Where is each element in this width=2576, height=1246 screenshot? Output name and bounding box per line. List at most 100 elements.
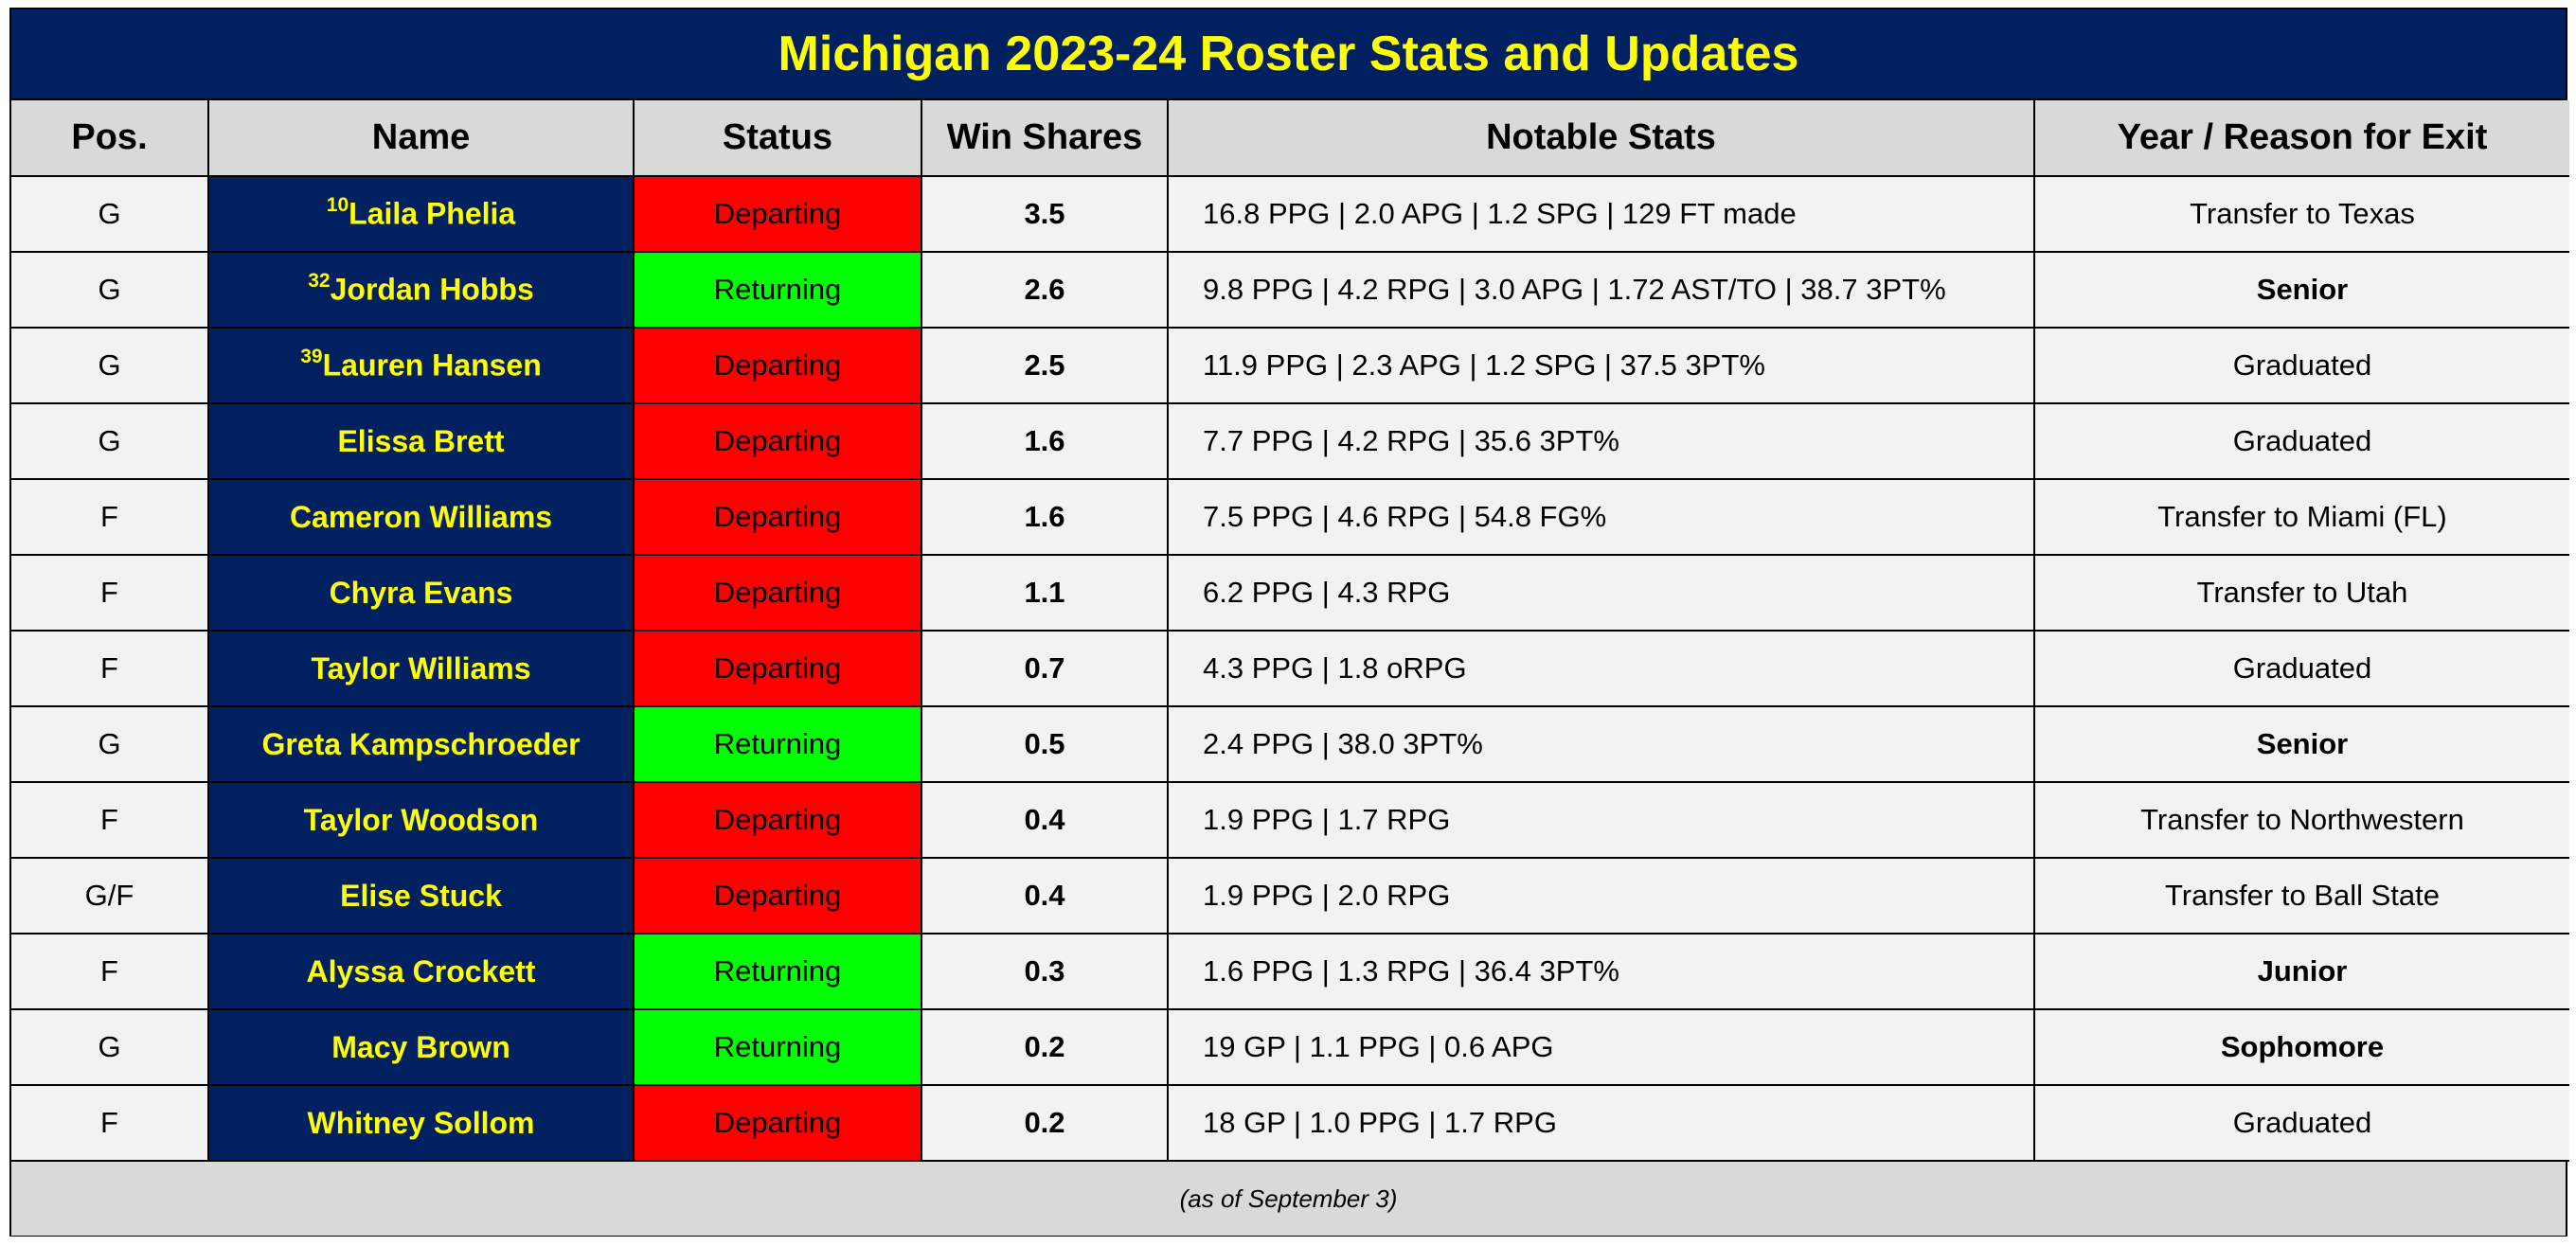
player-name-cell: Elise Stuck	[207, 857, 635, 934]
jersey-number: 32	[308, 270, 331, 293]
player-name-cell: Greta Kampschroeder	[207, 705, 635, 783]
notable-stats-cell: 7.5 PPG | 4.6 RPG | 54.8 FG%	[1167, 478, 2035, 556]
year-reason-cell: Sophomore	[2033, 1008, 2569, 1086]
win-shares-cell: 0.2	[921, 1084, 1169, 1162]
position-cell: G	[11, 327, 209, 404]
notable-stats-cell: 19 GP | 1.1 PPG | 0.6 APG	[1167, 1008, 2035, 1086]
year-reason-cell: Senior	[2033, 705, 2569, 783]
player-name: Elise Stuck	[340, 878, 502, 913]
year-reason-cell: Graduated	[2033, 630, 2569, 707]
player-name: Taylor Woodson	[303, 802, 539, 837]
jersey-number: 10	[326, 194, 349, 217]
status-badge: Returning	[633, 1008, 922, 1086]
position-cell: F	[11, 478, 209, 556]
player-name-cell: 10Laila Phelia	[207, 175, 635, 253]
win-shares-cell: 0.3	[921, 933, 1169, 1010]
notable-stats-cell: 18 GP | 1.0 PPG | 1.7 RPG	[1167, 1084, 2035, 1162]
win-shares-cell: 0.4	[921, 857, 1169, 934]
win-shares-cell: 1.6	[921, 478, 1169, 556]
column-header-notable-stats: Notable Stats	[1167, 100, 2035, 177]
player-name: Laila Phelia	[349, 196, 516, 231]
win-shares-cell: 0.2	[921, 1008, 1169, 1086]
table-row: G Greta Kampschroeder Returning 0.5 2.4 PPG …	[11, 705, 2569, 783]
year-reason-cell: Transfer to Texas	[2033, 175, 2569, 253]
status-badge: Returning	[633, 251, 922, 329]
table-row: G 10Laila Phelia Departing 3.5 16.8 PPG | 2.…	[11, 175, 2569, 253]
player-name: Whitney Sollom	[307, 1105, 535, 1140]
position-cell: F	[11, 1084, 209, 1162]
win-shares-cell: 1.1	[921, 554, 1169, 632]
table-row: F Taylor Williams Departing 0.7 4.3 PPG | 1.…	[11, 630, 2569, 707]
player-name-cell: Whitney Sollom	[207, 1084, 635, 1162]
player-name: Alyssa Crockett	[306, 953, 536, 988]
win-shares-cell: 0.4	[921, 781, 1169, 859]
year-reason-cell: Junior	[2033, 933, 2569, 1010]
position-cell: G	[11, 251, 209, 329]
position-cell: F	[11, 630, 209, 707]
status-badge: Departing	[633, 327, 922, 404]
table-row: F Alyssa Crockett Returning 0.3 1.6 PPG | 1.…	[11, 933, 2569, 1010]
status-badge: Departing	[633, 781, 922, 859]
position-cell: F	[11, 554, 209, 632]
table-row: F Taylor Woodson Departing 0.4 1.9 PPG | 1.7…	[11, 781, 2569, 859]
player-name: Cameron Williams	[289, 499, 553, 534]
position-cell: G	[11, 175, 209, 253]
status-badge: Departing	[633, 1084, 922, 1162]
position-cell: G/F	[11, 857, 209, 934]
player-name-cell: 39Lauren Hansen	[207, 327, 635, 404]
notable-stats-cell: 1.6 PPG | 1.3 RPG | 36.4 3PT%	[1167, 933, 2035, 1010]
column-header-win-shares: Win Shares	[921, 100, 1169, 177]
year-reason-cell: Graduated	[2033, 1084, 2569, 1162]
notable-stats-cell: 1.9 PPG | 2.0 RPG	[1167, 857, 2035, 934]
roster-body: G 10Laila Phelia Departing 3.5 16.8 PPG | 2.…	[11, 175, 2569, 1162]
table-row: F Cameron Williams Departing 1.6 7.5 PPG | 4…	[11, 478, 2569, 556]
table-row: G/F Elise Stuck Departing 0.4 1.9 PPG | 2.0 …	[11, 857, 2569, 934]
player-name: Lauren Hansen	[322, 347, 542, 383]
table-row: F Chyra Evans Departing 1.1 6.2 PPG | 4.3 RP…	[11, 554, 2569, 632]
year-reason-cell: Transfer to Utah	[2033, 554, 2569, 632]
position-cell: G	[11, 1008, 209, 1086]
status-badge: Departing	[633, 478, 922, 556]
roster-table: Pos. Name Status Win Shares Notable Stat…	[11, 100, 2569, 1162]
year-reason-cell: Transfer to Ball State	[2033, 857, 2569, 934]
table-row: G Macy Brown Returning 0.2 19 GP | 1.1 PPG |…	[11, 1008, 2569, 1086]
player-name: Chyra Evans	[329, 575, 513, 610]
win-shares-cell: 1.6	[921, 402, 1169, 480]
player-name-cell: Elissa Brett	[207, 402, 635, 480]
year-reason-cell: Transfer to Northwestern	[2033, 781, 2569, 859]
table-row: G 32Jordan Hobbs Returning 2.6 9.8 PPG | 4.2…	[11, 251, 2569, 329]
status-badge: Departing	[633, 175, 922, 253]
notable-stats-cell: 9.8 PPG | 4.2 RPG | 3.0 APG | 1.72 AST/T…	[1167, 251, 2035, 329]
position-cell: G	[11, 402, 209, 480]
player-name: Taylor Williams	[311, 650, 531, 685]
player-name-cell: Taylor Williams	[207, 630, 635, 707]
footer-note: (as of September 3)	[11, 1162, 2566, 1236]
status-badge: Departing	[633, 402, 922, 480]
player-name-cell: Macy Brown	[207, 1008, 635, 1086]
notable-stats-cell: 1.9 PPG | 1.7 RPG	[1167, 781, 2035, 859]
status-badge: Departing	[633, 857, 922, 934]
player-name: Greta Kampschroeder	[261, 726, 581, 761]
jersey-number: 39	[300, 346, 323, 368]
column-header-status: Status	[633, 100, 922, 177]
player-name: Macy Brown	[331, 1029, 510, 1064]
win-shares-cell: 0.5	[921, 705, 1169, 783]
status-badge: Departing	[633, 630, 922, 707]
notable-stats-cell: 16.8 PPG | 2.0 APG | 1.2 SPG | 129 FT ma…	[1167, 175, 2035, 253]
roster-table-container: Michigan 2023-24 Roster Stats and Update…	[9, 8, 2569, 1237]
position-cell: F	[11, 933, 209, 1010]
win-shares-cell: 2.6	[921, 251, 1169, 329]
notable-stats-cell: 2.4 PPG | 38.0 3PT%	[1167, 705, 2035, 783]
status-badge: Returning	[633, 933, 922, 1010]
player-name-cell: 32Jordan Hobbs	[207, 251, 635, 329]
position-cell: F	[11, 781, 209, 859]
table-row: G 39Lauren Hansen Departing 2.5 11.9 PPG | 2…	[11, 327, 2569, 404]
notable-stats-cell: 4.3 PPG | 1.8 oRPG	[1167, 630, 2035, 707]
status-badge: Departing	[633, 554, 922, 632]
column-header-name: Name	[207, 100, 635, 177]
column-header-row: Pos. Name Status Win Shares Notable Stat…	[11, 100, 2569, 177]
player-name-cell: Taylor Woodson	[207, 781, 635, 859]
win-shares-cell: 0.7	[921, 630, 1169, 707]
status-badge: Returning	[633, 705, 922, 783]
player-name-cell: Cameron Williams	[207, 478, 635, 556]
